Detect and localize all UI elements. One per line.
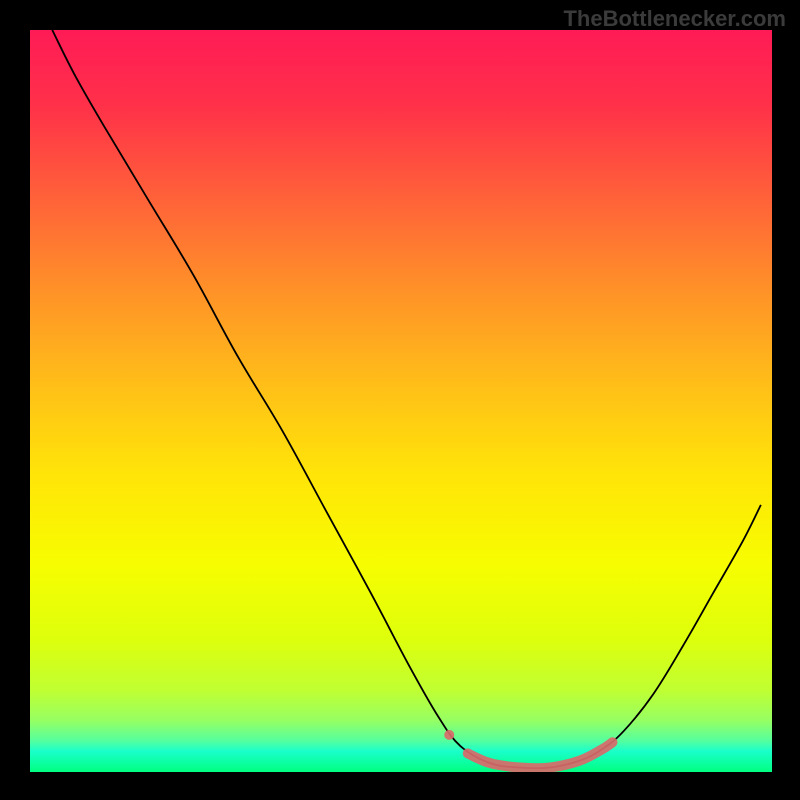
watermark-text: TheBottlenecker.com xyxy=(563,6,786,32)
bottleneck-curve xyxy=(52,30,761,768)
highlight-segment xyxy=(468,742,613,768)
chart-svg xyxy=(30,30,772,772)
plot-area xyxy=(30,30,772,772)
